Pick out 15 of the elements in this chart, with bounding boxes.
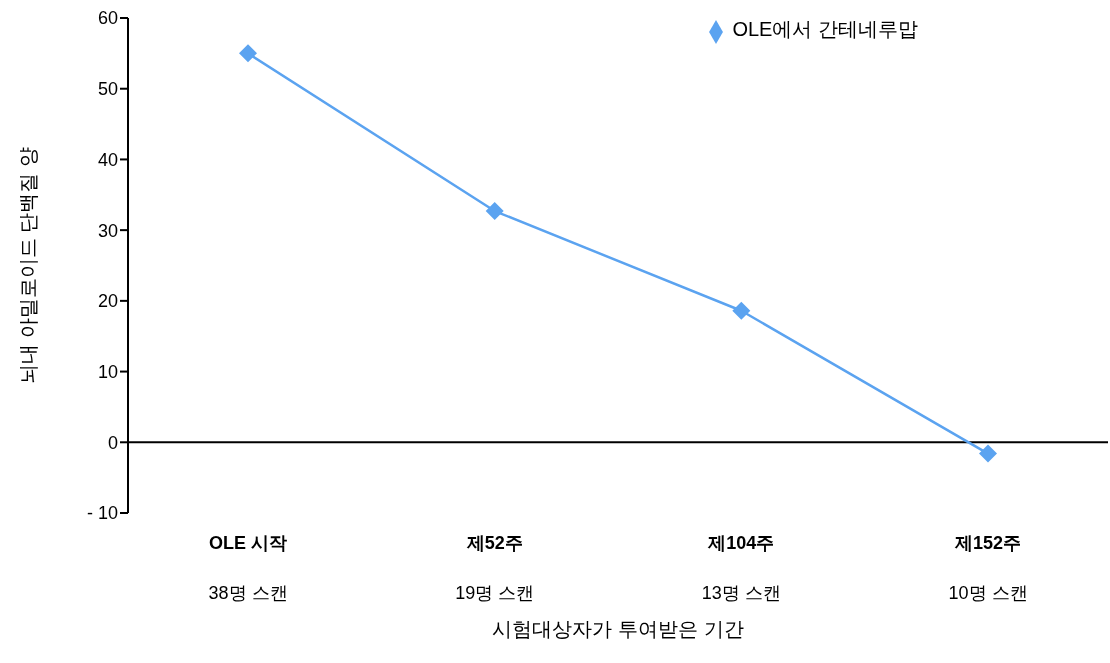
category-label: 제104주 13명 스캔 — [701, 533, 781, 603]
category-label: OLE 시작 38명 스캔 — [208, 533, 288, 603]
y-tick-label: 30 — [97, 220, 118, 241]
y-axis-title: 뇌내 아밀로이드 단백질 양 — [17, 147, 40, 384]
y-tick-label: 0 — [107, 432, 118, 453]
x-axis-title: 시험대상자가 투여받은 기간 — [492, 618, 744, 640]
y-tick-label: 50 — [97, 79, 118, 100]
y-tick-label: 10 — [97, 361, 118, 382]
y-tick-label: 20 — [97, 291, 118, 312]
y-tick-label: 40 — [97, 149, 118, 170]
category-label: 제52주 19명 스캔 — [455, 533, 535, 603]
legend-label: OLE에서 간테네루맙 — [732, 18, 918, 40]
y-tick-label: 60 — [97, 8, 118, 29]
y-tick-label: - 10 — [86, 503, 118, 524]
category-label: 제152주 10명 스캔 — [948, 533, 1028, 603]
